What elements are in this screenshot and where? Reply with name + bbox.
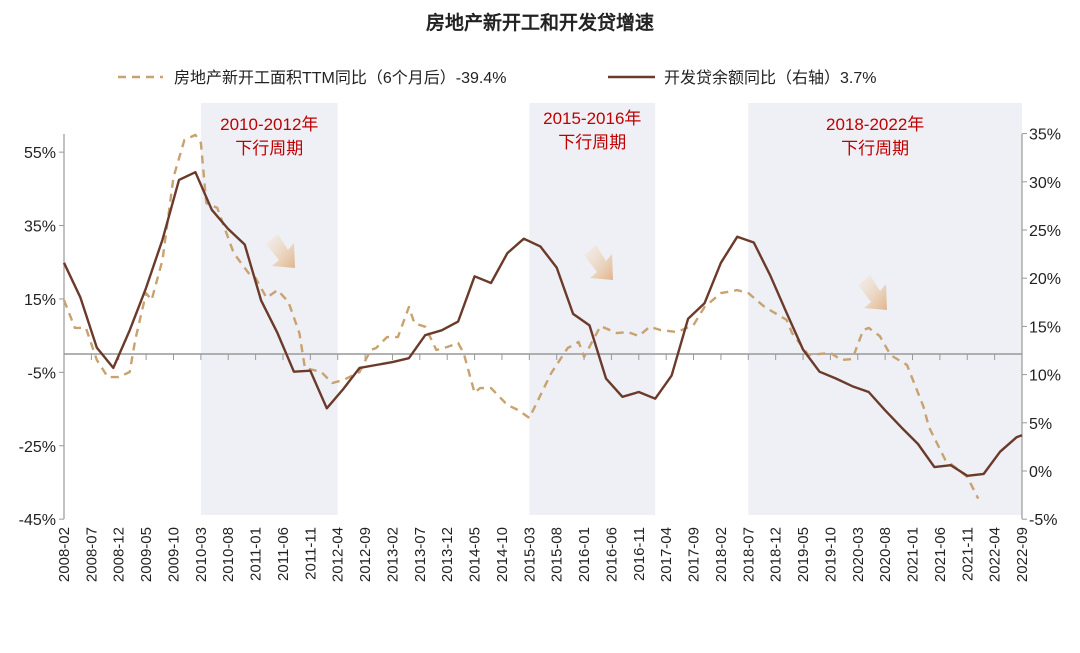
- x-axis-tick-label: 2008-07: [83, 527, 100, 582]
- shaded-period: [529, 103, 655, 515]
- x-axis-tick-label: 2012-04: [330, 527, 347, 582]
- x-axis-tick-label: 2022-04: [987, 527, 1004, 582]
- x-axis-tick-label: 2013-12: [439, 527, 456, 582]
- right-axis-tick-label: 35%: [1029, 127, 1061, 144]
- period-label: 2018-2022年: [826, 115, 924, 134]
- right-axis-tick-label: 25%: [1029, 223, 1061, 240]
- legend: 房地产新开工面积TTM同比（6个月后）-39.4% 开发贷余额同比（右轴）3.7…: [118, 68, 876, 87]
- x-axis-tick-label: 2019-10: [822, 527, 839, 582]
- left-axis-tick-label: -25%: [19, 439, 56, 456]
- right-axis-tick-label: 20%: [1029, 271, 1061, 288]
- x-axis-tick-label: 2021-06: [932, 527, 949, 582]
- x-axis-tick-label: 2010-03: [193, 527, 210, 582]
- x-axis-tick-label: 2022-09: [1014, 527, 1031, 582]
- x-axis-tick-label: 2021-01: [905, 527, 922, 582]
- x-axis-tick-label: 2009-10: [165, 527, 182, 582]
- period-label: 下行周期: [235, 139, 303, 158]
- left-axis-tick-label: 15%: [24, 292, 56, 309]
- period-label: 2010-2012年: [220, 115, 318, 134]
- period-label: 2015-2016年: [543, 109, 641, 128]
- left-axis-tick-label: 55%: [24, 145, 56, 162]
- x-axis-tick-label: 2016-11: [631, 527, 648, 581]
- right-axis-tick-label: 15%: [1029, 319, 1061, 336]
- x-axis-tick-label: 2009-05: [138, 527, 155, 582]
- x-axis-tick-label: 2015-03: [521, 527, 538, 582]
- x-axis-tick-label: 2017-09: [686, 527, 703, 582]
- x-axis-tick-label: 2020-03: [850, 527, 867, 582]
- x-axis-tick-label: 2011-01: [248, 527, 265, 581]
- right-axis-tick-label: 5%: [1029, 416, 1052, 433]
- x-axis-tick-label: 2019-05: [795, 527, 812, 582]
- period-label: 下行周期: [841, 139, 909, 158]
- x-axis-tick-label: 2014-05: [467, 527, 484, 582]
- x-axis-tick-label: 2014-10: [494, 527, 511, 582]
- x-axis-tick-label: 2011-06: [275, 527, 292, 581]
- shaded-period: [201, 103, 338, 515]
- left-axis-tick-label: 35%: [24, 219, 56, 236]
- x-axis-tick-label: 2013-02: [384, 527, 401, 582]
- left-axis-tick-label: -5%: [28, 365, 56, 382]
- x-axis-tick-label: 2013-07: [412, 527, 429, 582]
- x-axis-tick-label: 2012-09: [357, 527, 374, 582]
- x-axis-tick-label: 2021-11: [959, 527, 976, 581]
- right-axis-tick-label: -5%: [1029, 512, 1057, 529]
- right-axis-tick-label: 10%: [1029, 368, 1061, 385]
- legend-label-solid: 开发贷余额同比（右轴）3.7%: [664, 68, 876, 87]
- left-axis-tick-label: -45%: [19, 512, 56, 529]
- x-axis-tick-label: 2016-01: [576, 527, 593, 582]
- x-axis-tick-label: 2018-12: [768, 527, 785, 582]
- x-axis-tick-label: 2020-08: [877, 527, 894, 582]
- x-axis-tick-label: 2008-02: [56, 527, 73, 582]
- x-axis-tick-label: 2018-02: [713, 527, 730, 582]
- chart-title: 房地产新开工和开发贷增速: [426, 11, 654, 34]
- x-axis-tick-label: 2015-08: [549, 527, 566, 582]
- x-axis-tick-label: 2011-11: [302, 527, 319, 580]
- period-label: 下行周期: [558, 133, 626, 152]
- legend-label-dashed: 房地产新开工面积TTM同比（6个月后）-39.4%: [174, 69, 506, 87]
- x-axis-tick-label: 2016-06: [603, 527, 620, 582]
- x-axis-tick-label: 2010-08: [220, 527, 237, 582]
- x-axis-tick-label: 2017-04: [658, 527, 675, 582]
- x-axis-tick-label: 2008-12: [111, 527, 128, 582]
- x-axis-tick-label: 2018-07: [740, 527, 757, 582]
- right-axis-tick-label: 30%: [1029, 175, 1061, 192]
- right-axis-tick-label: 0%: [1029, 464, 1052, 481]
